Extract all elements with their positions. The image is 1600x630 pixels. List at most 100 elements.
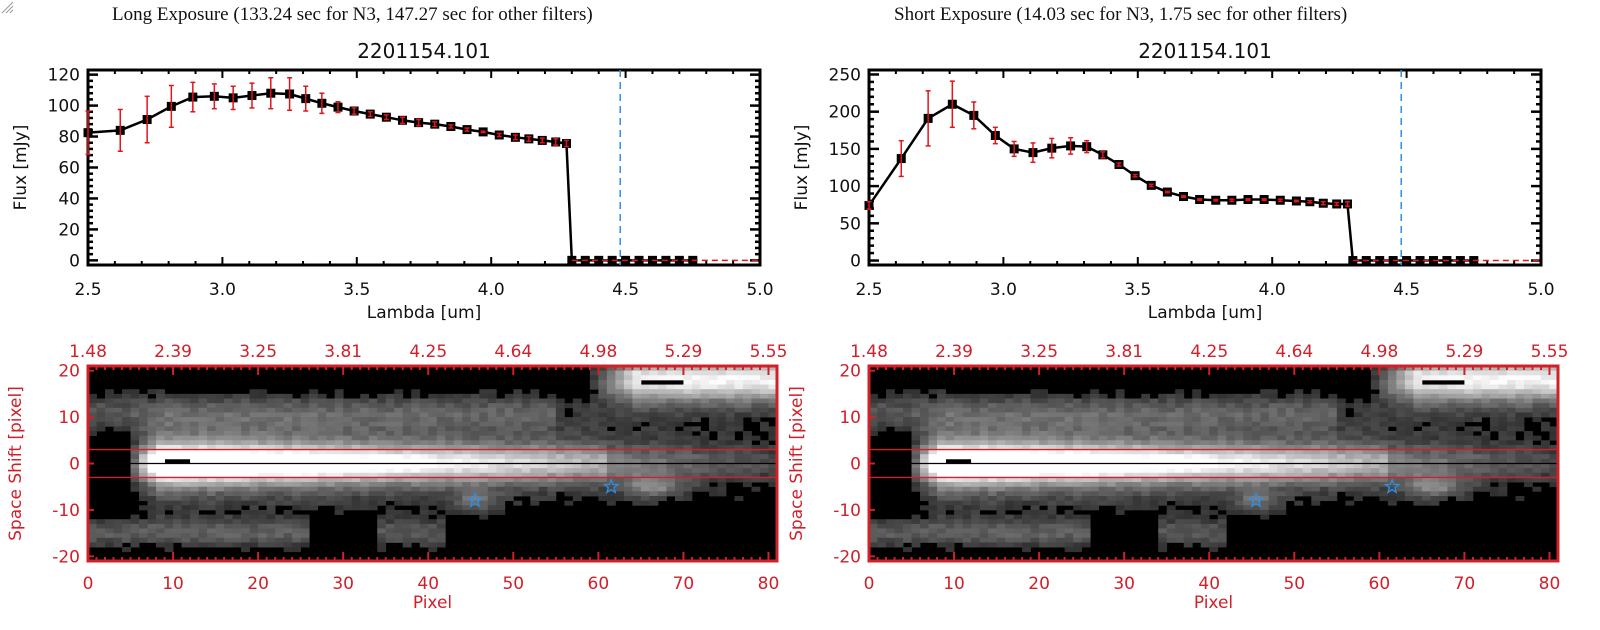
image-pixel	[1498, 477, 1508, 483]
image-pixel	[1166, 421, 1176, 427]
image-pixel	[564, 421, 574, 427]
image-pixel	[1481, 389, 1491, 395]
image-pixel	[1362, 463, 1372, 469]
image-pixel	[572, 435, 582, 441]
image-pixel	[1064, 514, 1074, 520]
image-pixel	[547, 496, 557, 502]
image-pixel	[1379, 384, 1389, 390]
image-pixel	[88, 421, 97, 427]
image-pixel	[1319, 477, 1329, 483]
image-pixel	[623, 389, 633, 395]
image-pixel	[1311, 468, 1321, 474]
image-pixel	[360, 454, 370, 460]
image-pixel	[1396, 458, 1406, 464]
image-pixel	[368, 458, 378, 464]
image-pixel	[224, 472, 234, 478]
image-pixel	[1430, 426, 1440, 432]
image-pixel	[1311, 393, 1321, 399]
image-pixel	[1183, 468, 1193, 474]
image-pixel	[130, 435, 140, 441]
image-pixel	[1098, 468, 1108, 474]
image-pixel	[309, 496, 319, 502]
image-pixel	[377, 454, 387, 460]
image-pixel	[1404, 477, 1414, 483]
image-pixel	[198, 514, 208, 520]
image-pixel	[1005, 449, 1015, 455]
image-pixel	[1022, 496, 1032, 502]
image-pixel	[343, 431, 353, 437]
image-pixel	[402, 472, 412, 478]
image-pixel	[1447, 463, 1457, 469]
image-pixel	[555, 444, 565, 450]
image-pixel	[224, 528, 234, 534]
image-pixel	[521, 449, 531, 455]
image-pixel	[1047, 454, 1057, 460]
image-pixel	[1421, 426, 1431, 432]
image-pixel	[1073, 449, 1083, 455]
image-pixel	[96, 528, 106, 534]
image-pixel	[411, 477, 421, 483]
image-pixel	[649, 393, 659, 399]
image-pixel	[402, 440, 412, 446]
image-pixel	[360, 496, 370, 502]
image-pixel	[1056, 440, 1066, 446]
image-pixel	[589, 370, 599, 376]
image-pixel	[1047, 477, 1057, 483]
image-pixel	[606, 444, 616, 450]
image-pixel	[224, 537, 234, 543]
image-pixel	[1464, 454, 1474, 460]
image-pixel	[945, 440, 955, 446]
image-pixel	[1047, 472, 1057, 478]
image-pixel	[1345, 468, 1355, 474]
image-pixel	[1523, 435, 1533, 441]
image-pixel	[911, 463, 921, 469]
image-pixel	[1285, 407, 1295, 413]
image-pixel	[411, 444, 421, 450]
image-pixel	[1268, 482, 1278, 488]
image-pixel	[1489, 417, 1499, 423]
image-pixel	[751, 398, 761, 404]
image-pixel	[971, 454, 980, 460]
image-pixel	[1234, 468, 1244, 474]
image-pixel	[1056, 523, 1066, 529]
image-pixel	[1226, 468, 1236, 474]
image-pixel	[877, 407, 887, 413]
image-pixel	[258, 468, 268, 474]
image-pixel	[928, 417, 938, 423]
image-pixel	[292, 463, 302, 469]
image-pixel	[300, 528, 310, 534]
image-pixel	[504, 482, 514, 488]
image-pixel	[292, 417, 302, 423]
image-pixel	[572, 496, 582, 502]
image-pixel	[920, 426, 929, 432]
image-pixel	[1506, 426, 1516, 432]
image-pixel	[181, 542, 191, 548]
image-pixel	[903, 523, 912, 529]
image-pixel	[598, 393, 608, 399]
image-pixel	[360, 468, 370, 474]
image-pixel	[394, 472, 404, 478]
image-pixel	[971, 537, 980, 543]
image-pixel	[1141, 403, 1151, 409]
image-pixel	[555, 468, 565, 474]
image-pixel	[1311, 431, 1321, 437]
image-pixel	[436, 454, 446, 460]
image-pixel	[581, 403, 591, 409]
image-pixel	[1498, 472, 1508, 478]
image-pixel	[105, 403, 114, 409]
image-pixel	[1226, 431, 1236, 437]
image-pixel	[962, 431, 972, 437]
image-pixel	[725, 375, 735, 381]
image-pixel	[996, 440, 1006, 446]
image-pixel	[979, 500, 989, 506]
image-pixel	[275, 458, 285, 464]
image-pixel	[1183, 454, 1193, 460]
image-pixel	[173, 486, 182, 492]
image-pixel	[411, 500, 421, 506]
image-pixel	[530, 477, 540, 483]
image-pixel	[1523, 449, 1533, 455]
image-pixel	[1353, 440, 1363, 446]
image-pixel	[1379, 449, 1389, 455]
image-pixel	[1379, 444, 1389, 450]
image-pixel	[1166, 458, 1176, 464]
